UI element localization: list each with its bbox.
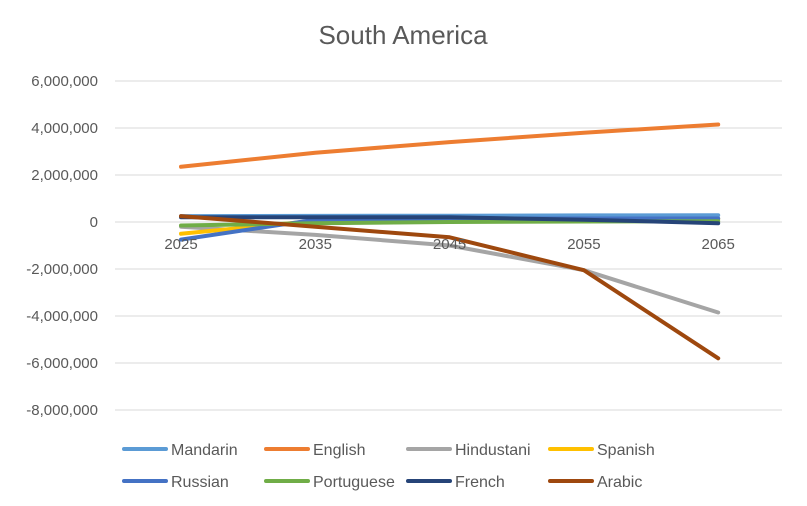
y-tick-label: 4,000,000 xyxy=(31,120,98,137)
legend-label: Mandarin xyxy=(171,442,238,459)
series-line-french xyxy=(179,215,721,226)
y-tick-label: 0 xyxy=(90,214,98,231)
series-lines xyxy=(179,122,721,361)
legend-item-hindustani: Hindustani xyxy=(406,442,531,459)
x-tick-label: 2065 xyxy=(702,236,735,253)
legend: Mandarin English Hindustani Spanish Russian P… xyxy=(122,442,655,491)
y-tick-label: -8,000,000 xyxy=(26,402,98,419)
gridlines xyxy=(115,80,782,411)
y-tick-label: -4,000,000 xyxy=(26,308,98,325)
y-tick-label: -2,000,000 xyxy=(26,261,98,278)
y-tick-label: -6,000,000 xyxy=(26,355,98,372)
x-tick-label: 2035 xyxy=(299,236,332,253)
legend-item-portuguese: Portuguese xyxy=(264,474,395,491)
legend-label: Spanish xyxy=(597,442,655,459)
x-tick-label: 2045 xyxy=(433,236,466,253)
legend-item-french: French xyxy=(406,474,505,491)
legend-label: Russian xyxy=(171,474,229,491)
y-axis-ticks: 6,000,000 4,000,000 2,000,000 0 -2,000,000 -4… xyxy=(26,73,98,419)
y-tick-label: 6,000,000 xyxy=(31,73,98,90)
series-line-english xyxy=(179,122,721,169)
series-line-hindustani xyxy=(179,224,721,315)
x-tick-label: 2055 xyxy=(567,236,600,253)
legend-item-mandarin: Mandarin xyxy=(122,442,238,459)
x-axis-ticks: 2025 2035 2045 2055 2065 xyxy=(164,236,735,253)
chart-title: South America xyxy=(318,20,488,50)
legend-label: Arabic xyxy=(597,474,642,491)
legend-label: Hindustani xyxy=(455,442,531,459)
series-line-arabic xyxy=(179,214,721,361)
legend-item-russian: Russian xyxy=(122,474,229,491)
y-tick-label: 2,000,000 xyxy=(31,167,98,184)
legend-item-arabic: Arabic xyxy=(548,474,642,491)
legend-item-english: English xyxy=(264,442,365,459)
legend-label: English xyxy=(313,442,365,459)
legend-label: French xyxy=(455,474,505,491)
legend-item-spanish: Spanish xyxy=(548,442,655,459)
legend-label: Portuguese xyxy=(313,474,395,491)
x-tick-label: 2025 xyxy=(164,236,197,253)
